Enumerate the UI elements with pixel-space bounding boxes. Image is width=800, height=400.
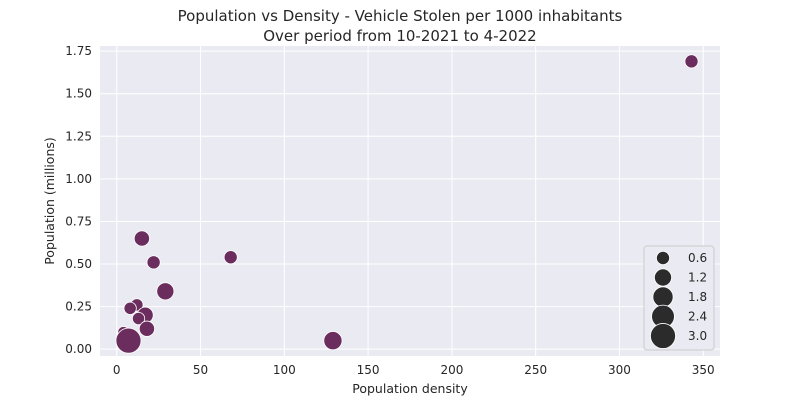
legend-label: 1.2 [688,271,707,285]
data-point [133,230,150,247]
data-point [146,255,161,270]
legend-label: 0.6 [688,251,707,265]
x-tick-label: 250 [524,363,547,377]
chart-title: Population vs Density - Vehicle Stolen p… [178,7,623,25]
x-tick-label: 150 [357,363,380,377]
y-tick-label: 1.50 [65,87,92,101]
y-tick-label: 0.00 [65,342,92,356]
x-axis-label: Population density [352,381,468,396]
y-tick-label: 0.25 [65,300,92,314]
y-tick-label: 1.75 [65,44,92,58]
legend-marker [652,286,674,308]
legend-label: 2.4 [688,310,707,324]
x-tick-label: 50 [193,363,208,377]
x-tick-label: 0 [113,363,121,377]
data-point [115,327,142,354]
y-tick-label: 0.75 [65,214,92,228]
legend-marker [655,250,671,266]
data-point [323,331,343,351]
x-tick-labels: 0 50 100 150 200 250 300 350 [113,363,715,377]
y-tick-label: 1.00 [65,172,92,186]
x-tick-label: 350 [692,363,715,377]
y-axis-label: Population (millions) [42,137,57,265]
data-point [684,54,699,69]
grid-lines [100,46,720,356]
x-tick-label: 200 [440,363,463,377]
data-point [131,311,146,326]
y-tick-label: 1.25 [65,129,92,143]
y-tick-label: 0.50 [65,257,92,271]
x-tick-label: 300 [608,363,631,377]
y-tick-labels: 0.00 0.25 0.50 0.75 1.00 1.25 1.50 1.75 [65,44,92,356]
data-point [138,320,156,337]
legend-label: 3.0 [688,329,707,343]
data-point [156,282,175,301]
data-point [223,250,238,265]
x-tick-label: 100 [273,363,296,377]
data-points [115,54,699,354]
data-point [123,301,137,315]
chart-subtitle: Over period from 10-2021 to 4-2022 [263,27,536,45]
legend-marker [654,268,672,287]
plot-area [100,46,720,356]
legend: 0.6 1.2 1.8 2.4 3.0 [643,245,715,351]
legend-marker [650,323,676,349]
legend-label: 1.8 [688,290,707,304]
